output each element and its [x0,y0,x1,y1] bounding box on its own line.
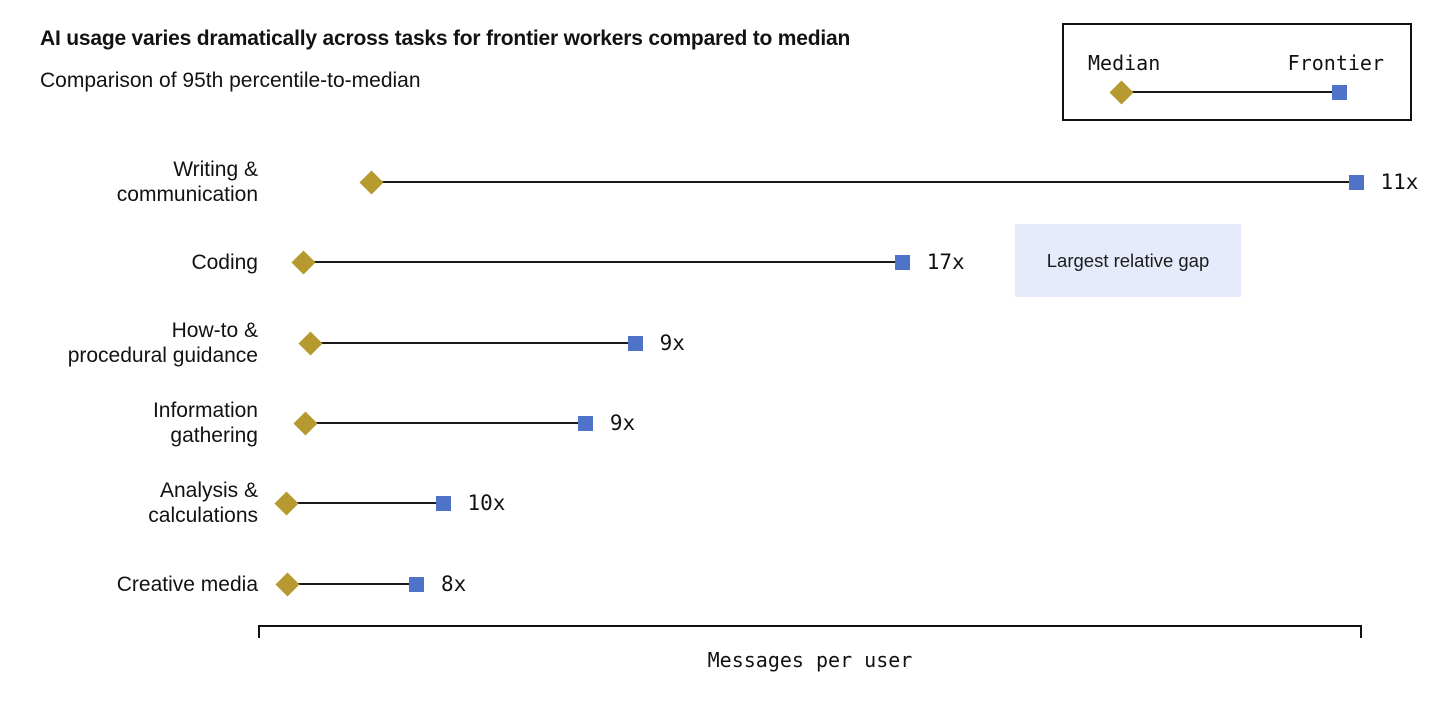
frontier-square-marker [895,254,911,270]
dumbbell-connector-line [310,342,636,344]
category-label: Creative media [116,572,258,596]
dumbbell-connector-line [371,181,1357,183]
ratio-value-label: 11x [1380,170,1419,194]
frontier-square-marker [628,335,644,351]
annotation-largest-gap: Largest relative gap [1015,224,1241,297]
median-diamond-marker [359,169,384,195]
median-diamond-marker [274,490,299,516]
legend-median-label: Median [1088,51,1161,75]
x-axis-bracket [258,625,1362,638]
category-label: Analysis & calculations [148,479,258,527]
median-diamond-marker [298,330,324,356]
dumbbell-connector-line [286,502,444,504]
median-diamond-marker [291,249,316,275]
frontier-square-icon [1331,84,1347,100]
median-diamond-marker [293,410,318,436]
dumbbell-connector-line [305,422,586,424]
chart-title: AI usage varies dramatically across task… [40,27,851,50]
ratio-value-label: 17x [926,250,965,274]
legend-connector-line [1121,91,1339,93]
legend-frontier-label: Frontier [1287,51,1384,75]
category-label: Writing & communication [116,158,258,206]
median-diamond-marker [275,571,300,597]
x-axis-label: Messages per user [707,648,913,672]
ratio-value-label: 10x [467,491,506,515]
category-label: How-to & procedural guidance [67,319,258,367]
legend: Median Frontier [1062,23,1412,121]
frontier-square-marker [409,576,425,592]
ratio-value-label: 8x [440,572,467,596]
dumbbell-connector-line [303,261,903,263]
frontier-square-marker [578,415,594,431]
frontier-square-marker [1348,174,1364,190]
frontier-square-marker [435,495,451,511]
chart-subtitle: Comparison of 95th percentile-to-median [40,69,421,92]
category-label: Information gathering [152,399,258,447]
category-label: Coding [191,250,258,274]
ratio-value-label: 9x [659,331,685,355]
ratio-value-label: 9x [609,411,636,435]
median-diamond-icon [1108,79,1134,105]
dumbbell-connector-line [287,583,417,585]
